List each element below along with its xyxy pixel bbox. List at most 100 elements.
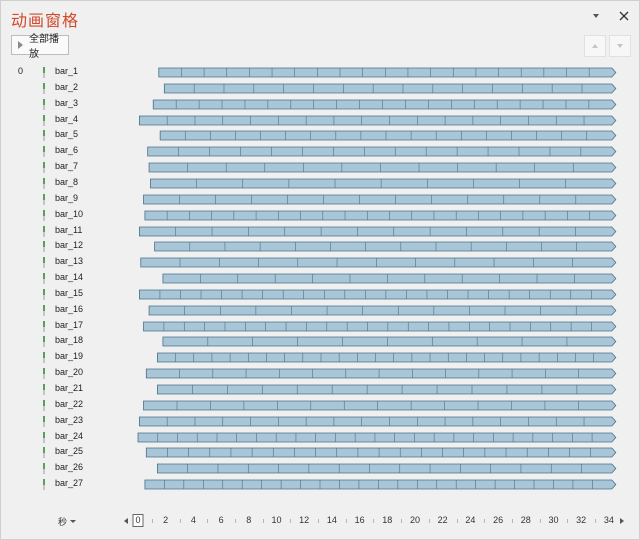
timing-bar[interactable] (1, 255, 639, 270)
effect-type-icon (43, 288, 45, 300)
timing-bar[interactable] (1, 477, 639, 492)
animation-item[interactable]: bar_7 (1, 160, 639, 175)
ruler-tick (401, 519, 403, 523)
animation-name: bar_25 (55, 446, 84, 457)
animation-item[interactable]: bar_25 (1, 445, 639, 460)
ruler-tick (262, 519, 264, 523)
animation-name: bar_14 (55, 272, 84, 283)
timing-bar[interactable] (1, 287, 639, 302)
animation-item[interactable]: bar_8 (1, 176, 639, 191)
close-button[interactable] (615, 7, 633, 25)
effect-type-icon (43, 162, 45, 174)
animation-item[interactable]: bar_13 (1, 255, 639, 270)
animation-item[interactable]: bar_27 (1, 477, 639, 492)
timeline-scroll-left-button[interactable] (122, 515, 130, 527)
timing-bar[interactable] (1, 350, 639, 365)
ruler-tick (290, 519, 292, 523)
ruler-label: 20 (409, 515, 421, 525)
timing-bar[interactable] (1, 81, 639, 96)
effect-type-icon (43, 225, 45, 237)
timing-bar[interactable] (1, 160, 639, 175)
timing-bar[interactable] (1, 192, 639, 207)
timing-bar[interactable] (1, 430, 639, 445)
ruler-tick (207, 519, 209, 523)
effect-type-icon (43, 241, 45, 253)
timing-bar[interactable] (1, 97, 639, 112)
timing-bar[interactable] (1, 382, 639, 397)
ruler-label: 30 (548, 515, 559, 525)
ruler-label: 18 (382, 515, 393, 525)
animation-item[interactable]: bar_17 (1, 319, 639, 334)
effect-type-icon (43, 415, 45, 427)
animation-item[interactable]: bar_6 (1, 144, 639, 159)
ruler-tick (428, 519, 430, 523)
ruler-tick (511, 519, 513, 523)
animation-name: bar_13 (55, 256, 84, 267)
play-all-button[interactable]: 全部播放 (11, 34, 69, 60)
animation-item[interactable]: bar_3 (1, 97, 639, 112)
effect-type-icon (43, 320, 45, 332)
timing-bar[interactable] (1, 319, 639, 334)
timing-bar[interactable] (1, 271, 639, 286)
animation-item[interactable]: bar_19 (1, 350, 639, 365)
animation-name: bar_26 (55, 462, 84, 473)
timing-bar[interactable] (1, 208, 639, 223)
timing-bar[interactable] (1, 113, 639, 128)
animation-item[interactable]: bar_14 (1, 271, 639, 286)
animation-name: bar_6 (55, 145, 79, 156)
ruler-tick (373, 519, 375, 523)
timing-bar[interactable] (1, 445, 639, 460)
timing-bar[interactable] (1, 239, 639, 254)
animation-item[interactable]: bar_4 (1, 113, 639, 128)
timing-bar[interactable] (1, 366, 639, 381)
effect-type-icon (43, 399, 45, 411)
timing-bar[interactable] (1, 144, 639, 159)
animation-item[interactable]: bar_12 (1, 239, 639, 254)
animation-name: bar_9 (55, 192, 79, 203)
timing-bar[interactable] (1, 65, 639, 80)
timing-bar[interactable] (1, 414, 639, 429)
move-down-button[interactable] (609, 35, 631, 57)
chevron-right-icon (620, 518, 624, 524)
ruler-label: 26 (493, 515, 504, 525)
animation-item[interactable]: bar_22 (1, 398, 639, 413)
animation-item[interactable]: bar_24 (1, 430, 639, 445)
move-up-button[interactable] (584, 35, 606, 57)
timing-bar[interactable] (1, 398, 639, 413)
animation-name: bar_2 (55, 81, 79, 92)
animation-name: bar_18 (55, 335, 84, 346)
effect-type-icon (43, 257, 45, 269)
timing-bar[interactable] (1, 303, 639, 318)
timeline-scroll-right-button[interactable] (618, 515, 626, 527)
animation-item[interactable]: 0 bar_1 (1, 65, 639, 80)
animation-item[interactable]: bar_5 (1, 128, 639, 143)
pane-options-button[interactable] (587, 7, 605, 25)
animation-name: bar_1 (55, 66, 79, 76)
animation-item[interactable]: bar_16 (1, 303, 639, 318)
animation-name: bar_15 (55, 287, 84, 298)
animation-item[interactable]: bar_20 (1, 366, 639, 381)
chevron-left-icon (124, 518, 128, 524)
ruler-label: 16 (354, 515, 365, 525)
animation-item[interactable]: bar_23 (1, 414, 639, 429)
timing-bar[interactable] (1, 334, 639, 349)
animation-item[interactable]: bar_11 (1, 224, 639, 239)
timing-bar[interactable] (1, 176, 639, 191)
play-all-label: 全部播放 (29, 34, 59, 60)
ruler-label: 34 (603, 515, 614, 525)
timing-bar[interactable] (1, 461, 639, 476)
time-unit-dropdown[interactable]: 秒 (58, 515, 77, 528)
timing-bar[interactable] (1, 224, 639, 239)
play-icon (18, 41, 23, 49)
animation-item[interactable]: bar_10 (1, 208, 639, 223)
animation-item[interactable]: bar_15 (1, 287, 639, 302)
effect-type-icon (43, 431, 45, 443)
animation-item[interactable]: bar_2 (1, 81, 639, 96)
timing-bar[interactable] (1, 128, 639, 143)
animation-item[interactable]: bar_21 (1, 382, 639, 397)
animation-item[interactable]: bar_18 (1, 334, 639, 349)
animation-item[interactable]: bar_26 (1, 461, 639, 476)
animation-group-index: 0 (18, 66, 24, 76)
animation-item[interactable]: bar_9 (1, 192, 639, 207)
